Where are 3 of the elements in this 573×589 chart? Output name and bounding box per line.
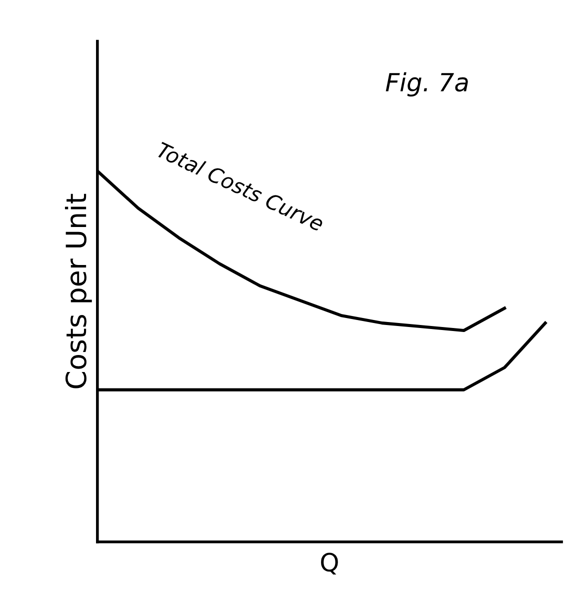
x-axis-title: Q [321, 552, 338, 575]
chart-title: Fig. 7a [386, 72, 468, 96]
y-axis-title: Costs per Unit [64, 194, 92, 388]
